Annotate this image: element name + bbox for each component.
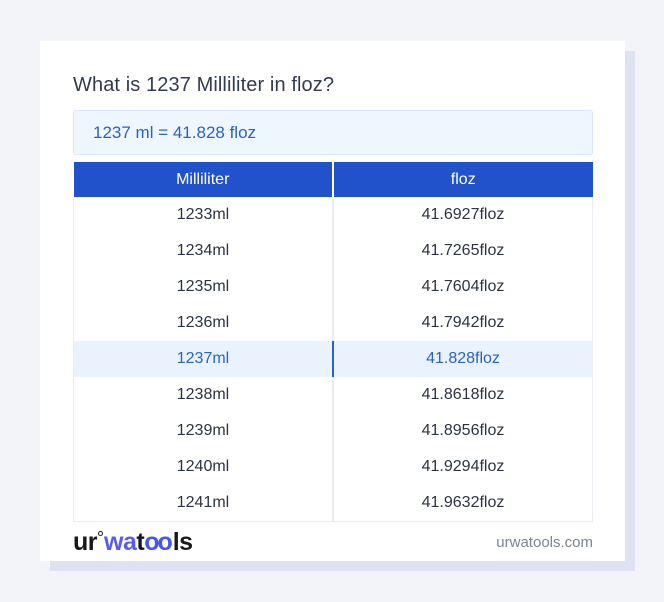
card-footer: ur watools urwatools.com xyxy=(73,523,593,561)
table-row: 1239ml 41.8956floz xyxy=(73,413,593,449)
table-row: 1234ml 41.7265floz xyxy=(73,233,593,269)
logo-text-t: t xyxy=(136,527,145,556)
floz-cell: 41.9294floz xyxy=(333,449,593,485)
page-title: What is 1237 Milliliter in floz? xyxy=(73,74,335,96)
conversion-result-text: 1237 ml = 41.828 floz xyxy=(93,122,257,142)
conversion-table-body: 1233ml 41.6927floz 1234ml 41.7265floz 1235ml… xyxy=(73,197,593,522)
ml-cell: 1240ml xyxy=(73,449,334,485)
degree-ring-icon xyxy=(98,530,103,536)
ml-cell: 1239ml xyxy=(73,413,334,449)
column-header-floz: floz xyxy=(333,162,593,197)
floz-cell: 41.7942floz xyxy=(333,305,593,341)
table-header-row: Milliliter floz xyxy=(73,162,593,197)
floz-cell: 41.7604floz xyxy=(333,269,593,305)
table-row: 1240ml 41.9294floz xyxy=(73,449,593,485)
ml-cell: 1237ml xyxy=(73,341,334,377)
ml-cell: 1238ml xyxy=(73,377,334,413)
logo-text-ls: ls xyxy=(172,527,193,556)
ml-cell: 1236ml xyxy=(73,305,334,341)
ml-cell: 1241ml xyxy=(73,485,334,522)
conversion-result-box: 1237 ml = 41.828 floz xyxy=(73,110,593,155)
table-row: 1237ml 41.828floz xyxy=(73,341,593,377)
floz-cell: 41.7265floz xyxy=(333,233,593,269)
table-row: 1241ml 41.9632floz xyxy=(73,485,593,522)
floz-cell: 41.8956floz xyxy=(333,413,593,449)
ml-cell: 1235ml xyxy=(73,269,334,305)
logo-text-wa: wa xyxy=(104,527,137,556)
table-row: 1238ml 41.8618floz xyxy=(73,377,593,413)
logo-text-ur: ur xyxy=(73,527,98,556)
conversion-table: Milliliter floz 1233ml 41.6927floz 1234ml 4… xyxy=(73,162,593,522)
floz-cell: 41.9632floz xyxy=(333,485,593,522)
table-row: 1235ml 41.7604floz xyxy=(73,269,593,305)
column-header-milliliter: Milliliter xyxy=(73,162,334,197)
floz-cell: 41.6927floz xyxy=(333,197,593,233)
floz-cell: 41.828floz xyxy=(333,341,593,377)
ml-cell: 1234ml xyxy=(73,233,334,269)
glasses-oo-icon: oo xyxy=(144,527,173,556)
floz-cell: 41.8618floz xyxy=(333,377,593,413)
urwatools-logo: ur watools xyxy=(73,527,193,556)
table-row: 1233ml 41.6927floz xyxy=(73,197,593,233)
conversion-card: What is 1237 Milliliter in floz? 1237 ml… xyxy=(40,41,625,561)
website-domain: urwatools.com xyxy=(496,533,593,551)
table-row: 1236ml 41.7942floz xyxy=(73,305,593,341)
ml-cell: 1233ml xyxy=(73,197,334,233)
